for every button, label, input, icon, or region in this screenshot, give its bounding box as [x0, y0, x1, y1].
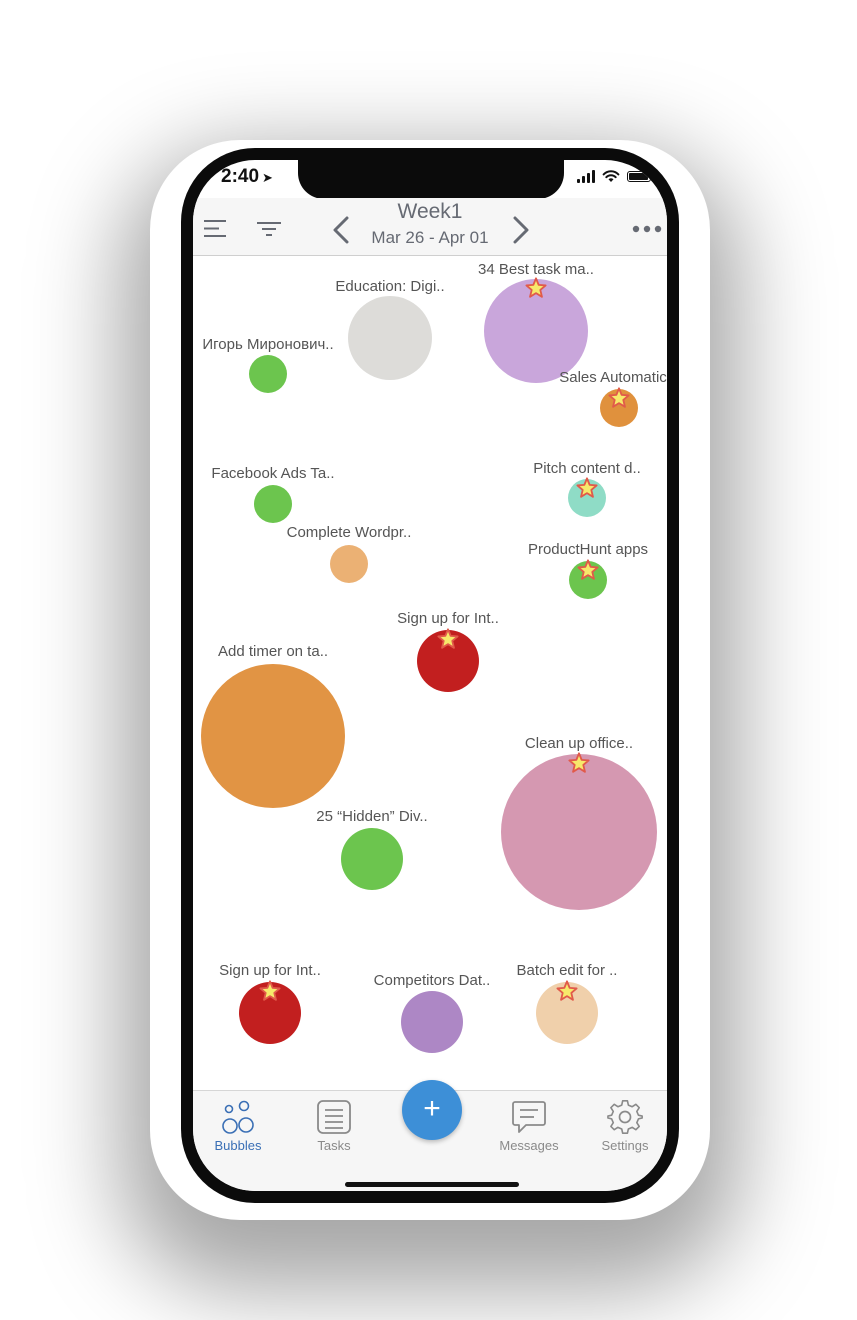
- menu-icon[interactable]: [203, 219, 227, 238]
- task-bubble[interactable]: [201, 664, 345, 808]
- status-icons: [577, 170, 654, 183]
- bubble-label: Sign up for Int..: [219, 962, 321, 979]
- task-bubble[interactable]: [330, 545, 368, 583]
- bubble-label: Add timer on ta..: [217, 643, 329, 660]
- bubble-label: Facebook Ads Ta..: [211, 465, 335, 482]
- wifi-icon: [602, 170, 620, 182]
- bubble-label: Batch edit for ..: [516, 962, 618, 979]
- week-date-range: Mar 26 - Apr 01: [371, 228, 489, 247]
- week-title: Week1: [397, 200, 463, 223]
- bubble-label: ProductHunt apps: [527, 541, 649, 558]
- task-bubble[interactable]: [484, 279, 588, 383]
- task-bubble[interactable]: [341, 828, 403, 890]
- bubble-canvas: Education: Digi.. 34 Best task ma.. Игорь …: [193, 256, 667, 1090]
- star-icon: [568, 752, 590, 773]
- filter-icon[interactable]: [256, 221, 282, 237]
- star-icon: [259, 980, 281, 1001]
- bubble-label: Игорь Миронович..: [202, 336, 334, 353]
- star-icon: [556, 980, 578, 1001]
- bubble-label: Pitch content d..: [533, 460, 641, 477]
- notch: [298, 160, 564, 199]
- task-bubble[interactable]: [348, 296, 432, 380]
- tab-messages-label: Messages: [499, 1138, 559, 1153]
- star-icon: [608, 387, 630, 408]
- battery-icon: [627, 171, 654, 182]
- tab-tasks-label: Tasks: [317, 1138, 351, 1153]
- star-icon: [437, 628, 459, 649]
- gear-icon: [607, 1100, 643, 1134]
- bubble-label: 34 Best task ma..: [478, 261, 594, 278]
- status-time-text: 2:40: [221, 166, 260, 187]
- bubble-label: 25 “Hidden” Div..: [316, 808, 428, 825]
- messages-icon: [512, 1101, 546, 1133]
- bubble-label: Clean up office..: [524, 735, 634, 752]
- tab-settings-label: Settings: [601, 1138, 649, 1153]
- star-icon: [577, 559, 599, 580]
- tab-bubbles-label: Bubbles: [214, 1138, 262, 1153]
- tab-bar: Bubbles Tasks + Messages: [193, 1080, 667, 1191]
- home-indicator: [345, 1182, 519, 1187]
- previous-week-chevron-icon[interactable]: [333, 216, 349, 244]
- task-bubble[interactable]: [254, 485, 292, 523]
- star-icon: [576, 477, 598, 498]
- bubble-label: Education: Digi..: [335, 278, 445, 295]
- cellular-signal-icon: [577, 170, 595, 183]
- next-week-chevron-icon[interactable]: [513, 216, 529, 244]
- tasks-list-icon: [317, 1100, 351, 1134]
- add-task-button[interactable]: +: [402, 1080, 462, 1140]
- task-bubble[interactable]: [501, 754, 657, 910]
- app-screen: 2:40 ➤ Week1 Mar 26 - Apr 01: [193, 160, 667, 1191]
- bubble-label: Complete Wordpr..: [286, 524, 412, 541]
- more-options-icon[interactable]: [632, 225, 664, 233]
- bubble-label: Sales Automatic: [559, 369, 667, 386]
- bubble-label: Sign up for Int..: [397, 610, 499, 627]
- task-bubble[interactable]: [401, 991, 463, 1053]
- star-icon: [525, 277, 547, 298]
- task-bubble[interactable]: [249, 355, 287, 393]
- status-time: 2:40 ➤: [221, 166, 273, 188]
- bubble-label: Competitors Dat..: [373, 972, 491, 989]
- bubbles-icon: [222, 1100, 254, 1134]
- week-navbar: Week1 Mar 26 - Apr 01: [193, 198, 667, 256]
- location-arrow-icon: ➤: [262, 170, 273, 185]
